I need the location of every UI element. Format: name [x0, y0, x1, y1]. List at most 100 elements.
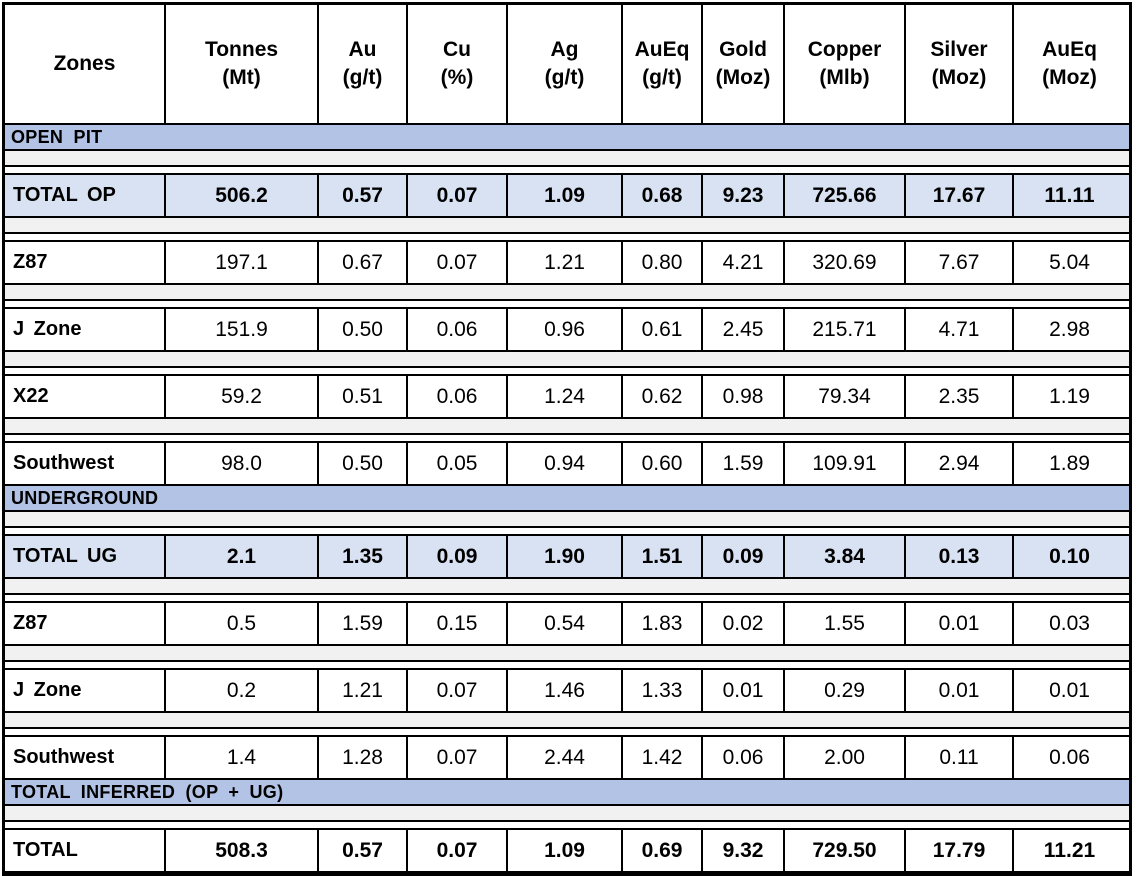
value-cell: 1.35 — [319, 536, 408, 577]
value-cell: 1.59 — [703, 443, 785, 484]
value-cell: 98.0 — [166, 443, 319, 484]
column-header-line2: (Mt) — [222, 66, 261, 89]
value-cell: 0.57 — [319, 830, 408, 871]
section-band: TOTAL INFERRED (OP + UG) — [5, 780, 1129, 806]
table-row: J Zone 151.9 0.50 0.06 0.96 0.61 2.45 215.71 4.7… — [5, 307, 1129, 352]
column-header-line1: AuEq — [1042, 38, 1097, 62]
value-cell: 0.09 — [703, 536, 785, 577]
section-band-label: UNDERGROUND — [11, 487, 159, 508]
value-cell: 2.98 — [1049, 317, 1090, 341]
zone-cell: Southwest — [5, 443, 166, 484]
value-cell: 506.2 — [166, 175, 319, 216]
table-row: Z87 197.1 0.67 0.07 1.21 0.80 4.21 320.69 7.67 5.… — [5, 240, 1129, 285]
zone-cell: J Zone — [5, 670, 166, 711]
column-header-line1: Copper — [807, 38, 882, 62]
value-cell: 1.28 — [319, 737, 408, 778]
value-cell: 0.07 — [408, 242, 508, 283]
table-row: TOTAL OP 506.2 0.57 0.07 1.09 0.68 9.23 725.66 1… — [5, 173, 1129, 218]
value-cell: 3.84 — [785, 536, 906, 577]
zone-cell: Z87 — [5, 603, 166, 644]
value-cell: 0.06 — [1049, 745, 1090, 769]
row-gap — [5, 435, 1129, 441]
value-cell: 5.04 — [1049, 250, 1090, 274]
column-header-line1: AuEq — [634, 38, 690, 62]
column-header-line2: (g/t) — [342, 66, 383, 89]
column-header-line1: Silver — [930, 38, 988, 62]
column-header: Tonnes (Mt) — [166, 5, 319, 123]
row-gap — [5, 301, 1129, 307]
column-header-line2: (Moz) — [715, 66, 771, 89]
value-cell: 11.11 — [1044, 183, 1095, 207]
column-header: AuEq (g/t) — [623, 5, 703, 123]
value-cell: 0.07 — [408, 830, 508, 871]
value-cell: 0.54 — [508, 603, 623, 644]
value-cell: 1.09 — [508, 830, 623, 871]
value-cell: 1.83 — [623, 603, 703, 644]
value-cell: 1.33 — [623, 670, 703, 711]
table-row: Southwest 98.0 0.50 0.05 0.94 0.60 1.59 109.91 2… — [5, 441, 1129, 486]
column-header-line2: (Mlb) — [819, 66, 870, 89]
column-header-line2: (Moz) — [931, 66, 987, 89]
value-cell: 1.09 — [508, 175, 623, 216]
section-band-label: TOTAL INFERRED (OP + UG) — [11, 781, 284, 802]
value-cell: 1.42 — [623, 737, 703, 778]
spacer-row — [5, 579, 1129, 595]
zone-cell: Z87 — [5, 242, 166, 283]
zone-cell: TOTAL UG — [5, 536, 166, 577]
value-cell: 0.50 — [319, 443, 408, 484]
value-cell: 2.45 — [703, 309, 785, 350]
value-cell: 4.21 — [703, 242, 785, 283]
value-cell: 1.55 — [785, 603, 906, 644]
spacer-row — [5, 285, 1129, 301]
column-header-line1: Au — [348, 38, 377, 62]
section-band: UNDERGROUND — [5, 486, 1129, 512]
value-cell: 320.69 — [785, 242, 906, 283]
value-cell: 1.19 — [1049, 384, 1090, 408]
value-cell: 9.32 — [703, 830, 785, 871]
column-header-line2: (Moz) — [1042, 66, 1097, 89]
column-header-line2: (g/t) — [642, 66, 682, 89]
value-cell: 0.07 — [408, 670, 508, 711]
value-cell: 11.21 — [1043, 838, 1096, 862]
value-cell: 0.10 — [1049, 544, 1090, 568]
value-cell: 1.24 — [508, 376, 623, 417]
column-header: Silver (Moz) — [906, 5, 1014, 123]
value-cell: 0.01 — [1049, 678, 1090, 702]
row-gap — [5, 234, 1129, 240]
value-cell: 0.06 — [703, 737, 785, 778]
spacer-row — [5, 419, 1129, 435]
value-cell: 729.50 — [785, 830, 906, 871]
value-cell: 0.06 — [408, 376, 508, 417]
value-cell: 9.23 — [703, 175, 785, 216]
column-header: Au (g/t) — [319, 5, 408, 123]
value-cell: 0.68 — [623, 175, 703, 216]
value-cell: 2.00 — [785, 737, 906, 778]
value-cell: 1.46 — [508, 670, 623, 711]
row-gap — [5, 368, 1129, 374]
value-cell: 0.96 — [508, 309, 623, 350]
spacer-row — [5, 218, 1129, 234]
zone-cell: Southwest — [5, 737, 166, 778]
value-cell: 0.15 — [408, 603, 508, 644]
value-cell: 0.50 — [319, 309, 408, 350]
spacer-row — [5, 646, 1129, 662]
column-header-line1: Tonnes — [204, 38, 279, 62]
value-cell: 1.89 — [1049, 451, 1090, 475]
value-cell: 0.98 — [703, 376, 785, 417]
value-cell: 0.61 — [623, 309, 703, 350]
value-cell: 0.62 — [623, 376, 703, 417]
value-cell: 215.71 — [785, 309, 906, 350]
row-gap — [5, 167, 1129, 173]
value-cell: 0.69 — [623, 830, 703, 871]
value-cell: 17.79 — [906, 830, 1014, 871]
section-band: OPEN PIT — [5, 125, 1129, 151]
row-gap — [5, 662, 1129, 668]
value-cell: 7.67 — [906, 242, 1014, 283]
value-cell: 197.1 — [166, 242, 319, 283]
spacer-row — [5, 352, 1129, 368]
column-header-line2: (%) — [440, 66, 474, 89]
value-cell: 0.06 — [408, 309, 508, 350]
value-cell: 0.67 — [319, 242, 408, 283]
value-cell: 0.03 — [1049, 611, 1090, 635]
